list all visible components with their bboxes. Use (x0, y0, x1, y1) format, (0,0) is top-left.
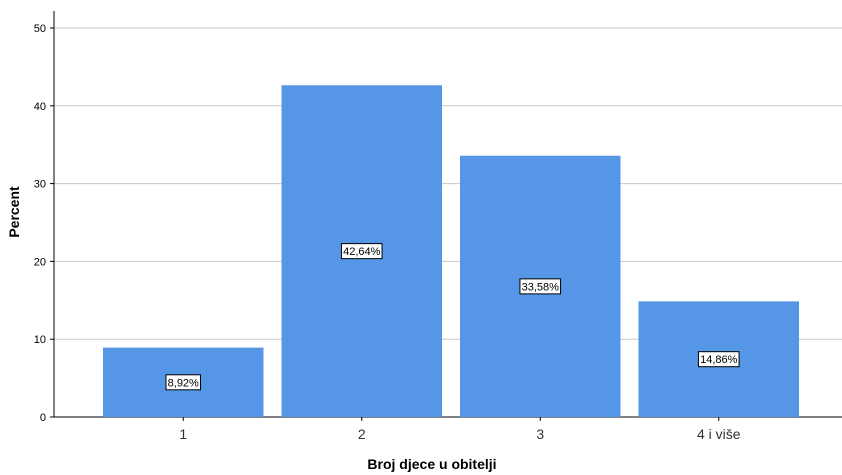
data-labels: 8,92% 42,64% 33,58% 14,86% (165, 243, 740, 391)
y-tick-label: 50 (34, 23, 46, 35)
y-tick-labels: 0 10 20 30 40 50 (34, 23, 46, 424)
bars (103, 85, 799, 417)
y-tick-label: 20 (34, 256, 46, 268)
data-label-box (340, 243, 383, 260)
y-tick-label: 0 (40, 412, 46, 424)
gridlines (54, 27, 842, 340)
x-tick-labels: 1 2 3 4 i više (179, 426, 740, 442)
data-label: 42,64% (340, 243, 383, 260)
x-tick-label: 2 (358, 426, 366, 442)
x-tick-label: 1 (179, 426, 187, 442)
x-tick-label: 3 (536, 426, 544, 442)
data-label-text: 42,64% (343, 246, 381, 258)
data-label: 14,86% (697, 351, 740, 368)
y-tick-label: 30 (34, 179, 46, 191)
x-axis-title: Broj djece u obitelji (367, 456, 496, 472)
data-label-text: 14,86% (700, 354, 738, 366)
data-label-text: 8,92% (168, 377, 199, 389)
y-tick-label: 10 (34, 334, 46, 346)
data-label-box (519, 278, 562, 295)
data-label: 33,58% (519, 278, 562, 295)
data-label-box (697, 351, 740, 368)
x-tick-label: 4 i više (697, 426, 741, 442)
y-axis-title: Percent (6, 186, 22, 238)
y-tick-label: 40 (34, 101, 46, 113)
data-label: 8,92% (165, 374, 201, 391)
data-label-box (165, 374, 201, 391)
data-label-text: 33,58% (522, 281, 560, 293)
